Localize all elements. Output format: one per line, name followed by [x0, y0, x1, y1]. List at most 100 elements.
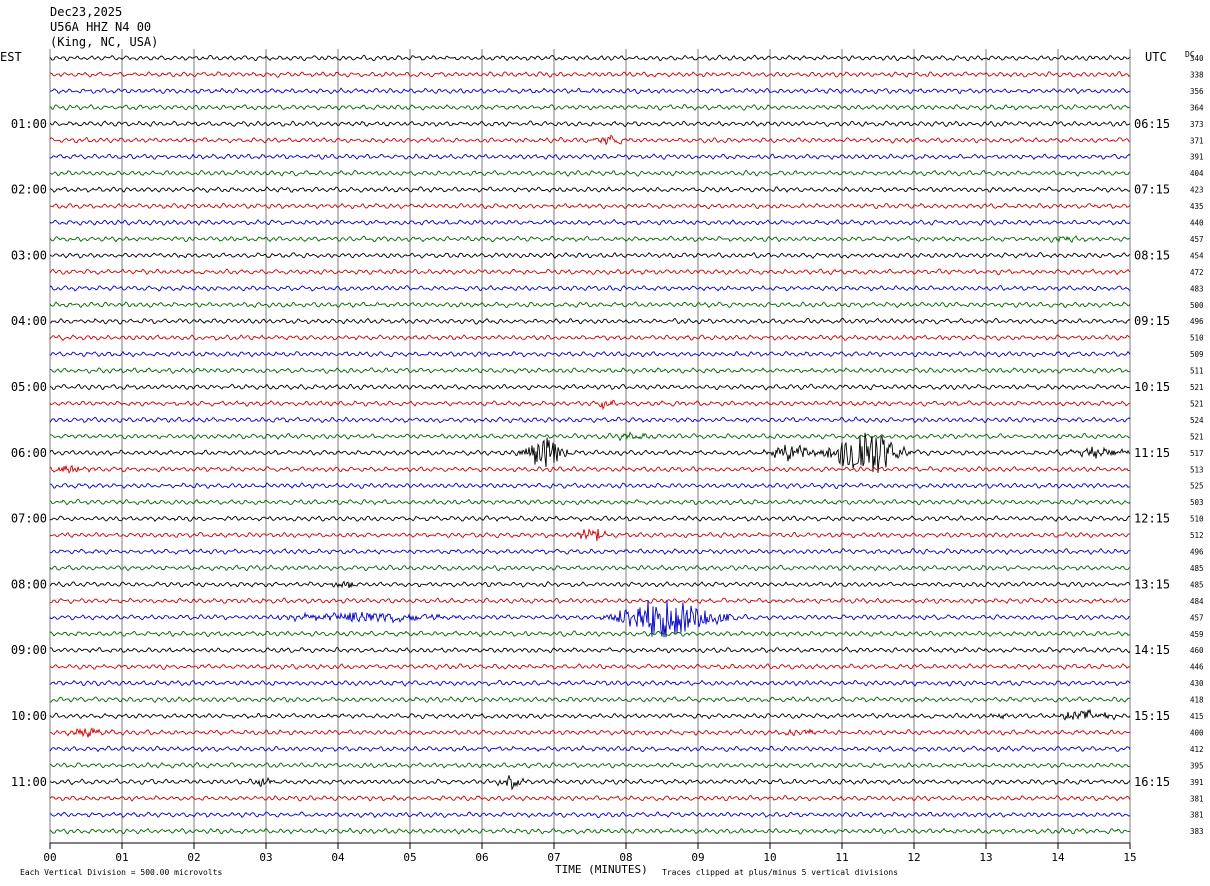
est-hour-label: 07:00 — [11, 512, 47, 526]
left-timezone-label: EST — [0, 50, 22, 64]
dc-offset-label: 521 — [1190, 383, 1204, 392]
trace-line — [49, 54, 1131, 62]
utc-hour-label: 10:15 — [1134, 380, 1170, 394]
right-timezone-label: UTC — [1145, 50, 1167, 64]
trace-line — [49, 120, 1131, 128]
est-hour-label: 02:00 — [11, 183, 47, 197]
trace-line — [49, 464, 1131, 474]
trace-line — [49, 515, 1131, 522]
trace-line — [49, 202, 1131, 210]
dc-header-label: DC — [1185, 50, 1195, 59]
trace-line — [49, 301, 1131, 309]
trace-line — [49, 679, 1131, 687]
utc-hour-label: 14:15 — [1134, 643, 1170, 657]
seismic-traces — [49, 54, 1131, 835]
trace-line — [49, 547, 1131, 556]
est-hour-label: 03:00 — [11, 248, 47, 262]
dc-offset-label: 503 — [1190, 498, 1204, 507]
dc-offset-label: 412 — [1190, 745, 1204, 754]
dc-offset-label: 500 — [1190, 301, 1204, 310]
trace-line — [49, 235, 1131, 244]
x-tick-label: 05 — [403, 851, 416, 864]
dc-offset-label: 440 — [1190, 219, 1204, 228]
trace-line — [49, 383, 1131, 391]
dc-offset-label: 525 — [1190, 482, 1204, 491]
est-hour-label: 06:00 — [11, 446, 47, 460]
dc-offset-label: 446 — [1190, 663, 1204, 672]
est-hour-label: 09:00 — [11, 643, 47, 657]
dc-offset-label: 454 — [1190, 251, 1204, 260]
trace-line — [49, 134, 1131, 146]
trace-line — [49, 251, 1131, 259]
dc-offset-label: 485 — [1190, 564, 1204, 573]
x-tick-label: 15 — [1123, 851, 1136, 864]
utc-hour-label: 06:15 — [1134, 117, 1170, 131]
trace-line — [49, 597, 1131, 605]
dc-offset-label: 356 — [1190, 87, 1204, 96]
dc-offset-label: 423 — [1190, 186, 1204, 195]
trace-line — [49, 334, 1131, 342]
dc-offset-label: 513 — [1190, 465, 1204, 474]
trace-line — [50, 367, 1131, 375]
x-tick-label: 02 — [187, 851, 200, 864]
trace-line — [49, 317, 1131, 325]
utc-hour-label: 12:15 — [1134, 512, 1170, 526]
trace-line — [49, 416, 1131, 424]
header: Dec23,2025 U56A HHZ N4 00 (King, NC, USA… — [50, 5, 158, 49]
dc-offset-label: 511 — [1190, 367, 1204, 376]
trace-line — [49, 268, 1131, 276]
trace-line — [49, 599, 1131, 638]
dc-offset-label: 485 — [1190, 580, 1204, 589]
trace-line — [49, 431, 1131, 442]
dc-offset-label: 484 — [1190, 597, 1204, 606]
dc-offset-label: 510 — [1190, 515, 1204, 524]
vertical-division-note: Each Vertical Division = 500.00 microvol… — [20, 868, 222, 877]
dc-offset-label: 383 — [1190, 827, 1204, 836]
dc-offset-label: 391 — [1190, 153, 1204, 162]
dc-offset-label: 381 — [1190, 811, 1204, 820]
x-axis-title: TIME (MINUTES) — [555, 863, 648, 876]
utc-hour-label: 16:15 — [1134, 775, 1170, 789]
utc-hour-label: 11:15 — [1134, 446, 1170, 460]
dc-offset-label: 373 — [1190, 120, 1204, 129]
x-tick-label: 06 — [475, 851, 488, 864]
utc-hour-label: 08:15 — [1134, 248, 1170, 262]
trace-line — [49, 696, 1131, 704]
x-tick-label: 14 — [1051, 851, 1065, 864]
dc-offset-label: 340 — [1190, 54, 1204, 63]
est-hour-label: 11:00 — [11, 775, 47, 789]
trace-line — [49, 630, 1131, 638]
dc-offset-label: 430 — [1190, 679, 1204, 688]
x-tick-label: 00 — [43, 851, 56, 864]
utc-hour-label: 13:15 — [1134, 577, 1170, 591]
location-label: (King, NC, USA) — [50, 35, 158, 49]
est-hour-label: 01:00 — [11, 117, 47, 131]
dc-offset-label: 400 — [1190, 728, 1204, 737]
x-tick-label: 11 — [835, 851, 848, 864]
dc-offset-label: 460 — [1190, 646, 1204, 655]
trace-line — [49, 564, 1131, 572]
dc-offset-label: 517 — [1190, 449, 1204, 458]
trace-line — [49, 528, 1131, 542]
footer: Each Vertical Division = 500.00 microvol… — [20, 863, 898, 877]
dc-offset-label: 510 — [1190, 334, 1204, 343]
station-label: U56A HHZ N4 00 — [50, 20, 151, 34]
x-tick-label: 13 — [979, 851, 992, 864]
dc-offset-label: 524 — [1190, 416, 1204, 425]
dc-offset-label: 457 — [1190, 613, 1204, 622]
dc-offset-label: 364 — [1190, 103, 1204, 112]
dc-offset-label: 521 — [1190, 432, 1204, 441]
est-hour-labels: 01:00 02:00 03:00 04:00 05:00 06:00 07:00 08:00… — [11, 117, 47, 789]
trace-line — [49, 646, 1131, 654]
x-tick-label: 09 — [691, 851, 704, 864]
trace-line — [49, 71, 1131, 78]
x-tick-label: 08 — [619, 851, 632, 864]
trace-line — [49, 153, 1131, 161]
dc-offset-label: 381 — [1190, 794, 1204, 803]
trace-line — [49, 775, 1131, 791]
x-tick-label: 07 — [547, 851, 560, 864]
x-tick-label: 12 — [907, 851, 920, 864]
trace-line — [49, 827, 1131, 835]
x-axis-ticks: 00 01 02 03 04 05 06 07 08 09 10 11 12 13 14 15 — [43, 842, 1137, 864]
